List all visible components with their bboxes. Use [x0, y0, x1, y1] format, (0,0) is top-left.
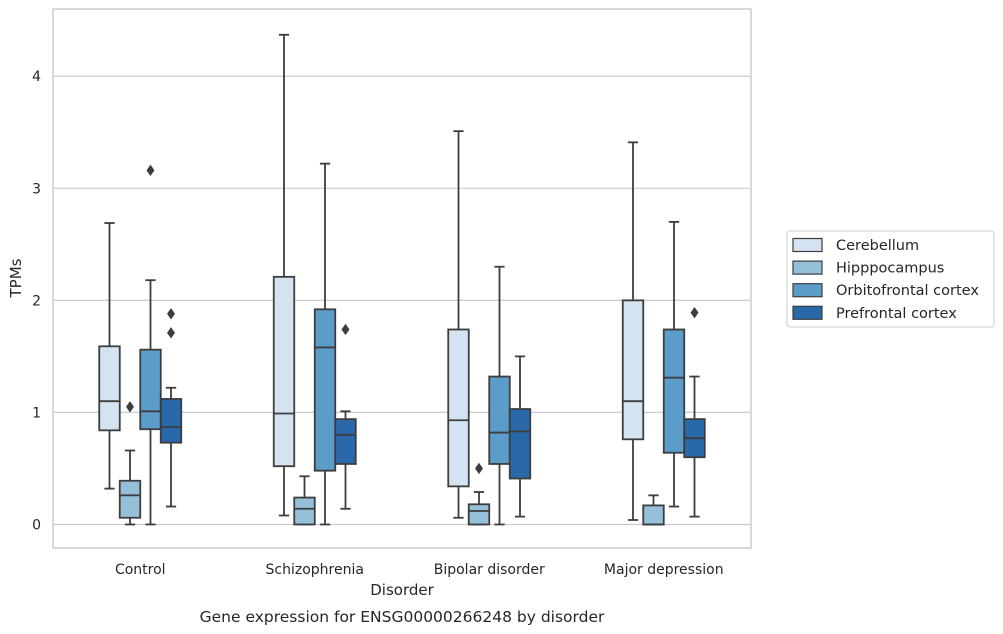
iqr-box: [334, 418, 357, 465]
box-2-0: [447, 130, 470, 519]
x-tick-label: Bipolar disorder: [434, 562, 545, 578]
x-tick-label: Control: [115, 562, 166, 578]
iqr-box: [313, 308, 337, 472]
iqr-box: [662, 328, 686, 454]
box-2-1: [467, 462, 491, 526]
outlier-point: [167, 327, 175, 339]
y-tick-label: 0: [32, 517, 41, 533]
y-tick-label: 1: [32, 405, 41, 421]
y-tick-label: 3: [32, 181, 41, 197]
legend-swatch: [792, 260, 823, 275]
legend-label: Orbitofrontal cortex: [836, 283, 979, 299]
outlier-point: [146, 164, 155, 177]
legend-item: Prefrontal cortex: [792, 305, 957, 322]
plot-frame: [52, 8, 752, 549]
box-1-3: [334, 323, 357, 510]
y-axis-label: TPMs: [7, 258, 25, 298]
plot-area: [52, 8, 752, 549]
outlier-point: [167, 308, 175, 320]
box-1-1: [293, 475, 316, 526]
iqr-box: [159, 398, 183, 444]
box-1-2: [313, 162, 337, 526]
box-0-3: [159, 308, 183, 508]
iqr-box: [272, 275, 296, 468]
outlier-point: [475, 462, 483, 475]
box-0-0: [98, 222, 121, 490]
iqr-box: [467, 503, 491, 526]
legend-frame: [786, 230, 995, 328]
box-0-2: [139, 164, 162, 526]
legend: Cerebellum Hipppocampus Orbitofrontal cort…: [786, 230, 995, 328]
iqr-box: [488, 375, 511, 465]
outlier-point: [126, 401, 134, 413]
legend-label: Cerebellum: [836, 238, 919, 254]
legend-swatch: [792, 283, 823, 298]
box-3-3: [683, 306, 706, 518]
plot-background: [53, 9, 751, 548]
box-0-1: [118, 401, 142, 526]
x-axis-label: Disorder: [370, 581, 434, 599]
box-3-0: [621, 141, 645, 521]
iqr-box: [447, 328, 470, 488]
box-3-2: [662, 221, 686, 508]
y-axis-ticks: 0 1 2 3 4: [32, 69, 41, 533]
box-1-0: [272, 33, 296, 517]
iqr-box: [139, 348, 162, 431]
outlier-point: [690, 306, 699, 319]
x-axis-ticks: Control Schizophrenia Bipolar disorder Majo…: [115, 562, 724, 578]
x-tick-label: Major depression: [604, 562, 724, 578]
iqr-box: [98, 345, 121, 432]
legend-swatch: [792, 305, 823, 320]
box-2-3: [508, 355, 532, 518]
legend-swatch: [792, 237, 823, 253]
y-tick-label: 2: [32, 293, 41, 309]
legend-item: Cerebellum: [792, 237, 919, 254]
iqr-box: [118, 479, 142, 519]
x-tick-label: Schizophrenia: [266, 562, 364, 578]
chart-caption: Gene expression for ENSG00000266248 by d…: [200, 608, 605, 626]
legend-label: Prefrontal cortex: [836, 306, 957, 322]
outlier-point: [341, 323, 350, 336]
legend-item: Orbitofrontal cortex: [792, 283, 979, 299]
box-3-1: [642, 494, 665, 526]
iqr-box: [642, 504, 665, 526]
legend-label: Hipppocampus: [836, 261, 944, 277]
iqr-box: [508, 408, 532, 480]
y-tick-label: 4: [32, 69, 41, 85]
iqr-box: [293, 496, 316, 526]
iqr-box: [621, 299, 645, 441]
legend-item: Hipppocampus: [792, 260, 944, 277]
box-groups: [98, 33, 706, 526]
